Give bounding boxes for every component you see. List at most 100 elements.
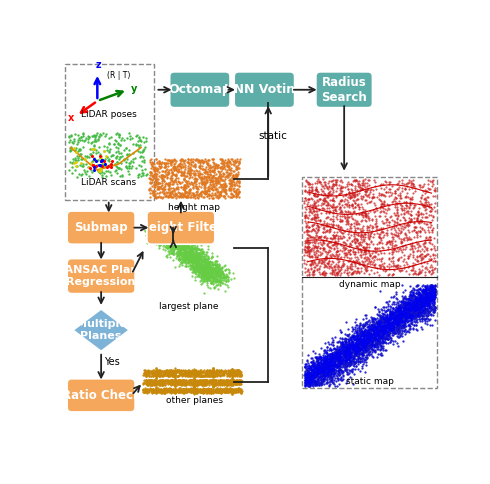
Point [310,250,318,257]
Text: Radius
Search: Radius Search [321,76,367,104]
Point [319,378,327,385]
Point [185,249,193,257]
Point [233,380,241,388]
Point [328,177,336,185]
Point [211,381,219,389]
Point [194,252,201,259]
Point [182,368,190,376]
Point [88,166,96,174]
Point [186,262,194,270]
Point [166,190,174,198]
Point [175,250,183,258]
Point [215,262,222,270]
Point [308,227,316,235]
Point [304,178,312,185]
Point [334,357,342,364]
Point [398,297,406,305]
Point [112,130,120,138]
Point [330,270,338,278]
Point [177,369,185,377]
Point [348,368,356,376]
Point [404,314,412,322]
Point [231,181,239,189]
Point [156,372,164,379]
Point [358,321,366,329]
Point [409,287,416,295]
Point [325,367,333,375]
Point [420,289,428,297]
Point [386,270,393,278]
Point [155,380,163,388]
Point [320,361,328,368]
Point [209,379,217,387]
Point [168,175,175,182]
Point [216,164,223,172]
Point [177,155,185,163]
Point [429,287,437,295]
Point [415,313,423,321]
Point [406,307,414,315]
Point [195,380,202,388]
Point [351,186,359,194]
Point [205,381,213,389]
Point [329,354,337,362]
Point [210,269,218,276]
Point [201,168,209,176]
Point [168,231,175,239]
Point [313,187,321,195]
Point [346,192,354,199]
Point [431,184,439,192]
Point [181,245,189,253]
Point [153,386,161,393]
Point [190,378,198,385]
Point [114,139,122,147]
Point [313,355,321,363]
Point [416,296,424,304]
Point [210,155,218,163]
Point [431,294,439,302]
Point [216,261,223,269]
Point [343,251,351,258]
Point [354,344,362,352]
Point [157,377,165,385]
Point [320,360,328,368]
Point [196,251,204,259]
Point [317,363,325,371]
Point [359,348,367,356]
Point [390,220,397,228]
Point [236,386,244,394]
Point [417,302,425,310]
Point [355,350,363,358]
Point [344,342,352,350]
Point [326,356,334,364]
Point [397,311,405,319]
Point [163,244,171,252]
Point [428,286,436,293]
Point [99,129,107,136]
Point [366,332,373,340]
Point [303,374,311,382]
Point [322,353,330,361]
Point [424,293,432,301]
Point [158,158,166,166]
Point [413,308,420,316]
Point [353,331,361,339]
Point [391,329,398,336]
Point [398,302,406,310]
Point [423,265,431,273]
Point [328,363,336,370]
Point [236,389,244,396]
Point [407,292,415,300]
Point [142,171,150,179]
Point [418,293,426,301]
Point [220,274,228,282]
Point [391,242,398,250]
Point [186,250,194,258]
Point [162,388,170,395]
Point [170,162,177,170]
Point [414,302,421,310]
Point [167,378,175,386]
Point [337,241,345,249]
Point [362,250,369,257]
Point [184,189,192,197]
